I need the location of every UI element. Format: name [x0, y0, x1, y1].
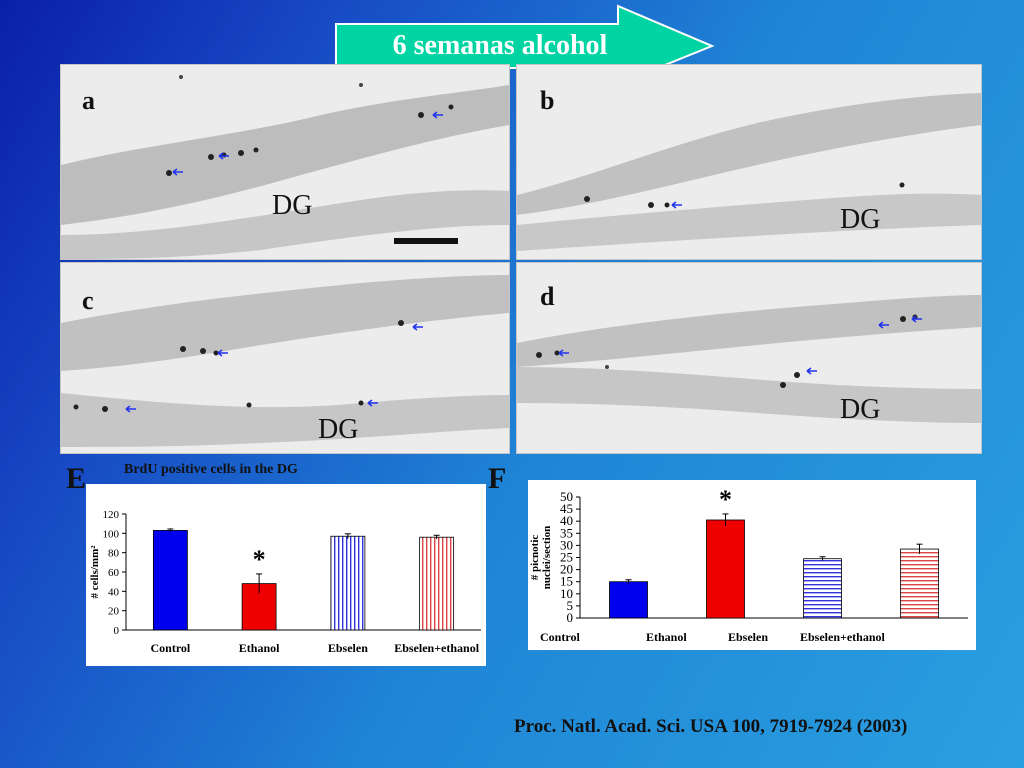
y-tick-label: 20 — [560, 562, 573, 577]
micrograph-c-image — [61, 275, 509, 447]
y-tick-label: 10 — [560, 586, 573, 601]
chart-e: 0 20 40 60 80 100 120 Control * Ethanol Ebselen Ebs… — [89, 509, 481, 655]
y-tick-label: 5 — [567, 598, 574, 613]
y-tick-label: 40 — [560, 513, 573, 528]
bar — [706, 519, 745, 619]
y-tick-label: 35 — [560, 525, 573, 540]
y-tick-label: 30 — [560, 537, 573, 552]
y-axis-label-line: nuclei/section — [541, 526, 553, 590]
micrograph-panel-d — [516, 262, 982, 454]
y-tick-label: 50 — [560, 489, 573, 504]
region-label-d: DG — [840, 394, 881, 425]
region-label-a: DG — [272, 190, 313, 221]
chart-e-title: BrdU positive cells in the DG — [124, 462, 298, 477]
y-axis-label: # cells/mm² — [89, 545, 101, 599]
region-label-c: DG — [318, 414, 359, 445]
micrograph-b-image — [517, 93, 981, 251]
bar — [152, 530, 188, 631]
bar — [900, 548, 939, 619]
panel-label-d: d — [540, 282, 555, 311]
y-tick-label: 120 — [103, 509, 120, 521]
y-tick-label: 20 — [108, 606, 120, 618]
region-label-b: DG — [840, 204, 881, 235]
y-axis-label-line: # picnotic — [529, 535, 541, 581]
bar — [609, 581, 648, 619]
panel-label-b: b — [540, 86, 555, 115]
y-tick-label: 0 — [114, 625, 120, 637]
micrograph-panel-b — [516, 64, 982, 260]
x-tick-label: Control — [150, 641, 190, 655]
y-tick-label: 15 — [560, 574, 573, 589]
significance-mark: * — [253, 545, 266, 574]
micrograph-d-image — [517, 295, 981, 423]
y-tick-label: 40 — [108, 586, 120, 598]
micrograph-panel-a — [60, 64, 510, 260]
panel-label-c: c — [82, 286, 94, 315]
micrograph-a-image — [61, 75, 509, 259]
significance-mark: * — [719, 485, 732, 514]
x-tick-label: Ethanol — [239, 641, 280, 655]
citation: Proc. Natl. Acad. Sci. USA 100, 7919-792… — [514, 716, 908, 737]
micrograph-panel-c — [60, 262, 510, 454]
y-tick-label: 100 — [103, 528, 120, 540]
figure-letter-f: F — [488, 462, 507, 495]
bar — [330, 535, 366, 631]
y-tick-label: 0 — [567, 610, 574, 625]
bar — [419, 536, 455, 631]
x-tick-label: Ebselen+ethanol — [800, 630, 886, 644]
figure-letter-e: E — [66, 462, 87, 495]
y-axis-label: # picnoticnuclei/section — [529, 526, 553, 590]
x-tick-label: Ethanol — [646, 630, 687, 644]
y-tick-label: 45 — [560, 501, 573, 516]
panel-label-a: a — [82, 86, 95, 115]
x-tick-label: Control — [540, 630, 580, 644]
scale-bar — [394, 238, 458, 244]
bar — [803, 558, 842, 619]
y-tick-label: 25 — [560, 550, 573, 565]
x-tick-label: Ebselen — [328, 641, 368, 655]
x-tick-label: Ebselen+ethanol — [394, 641, 480, 655]
y-tick-label: 60 — [108, 567, 120, 579]
page-title: 6 semanas alcohol — [392, 30, 608, 61]
x-tick-label: Ebselen — [728, 630, 768, 644]
y-tick-label: 80 — [108, 548, 120, 560]
